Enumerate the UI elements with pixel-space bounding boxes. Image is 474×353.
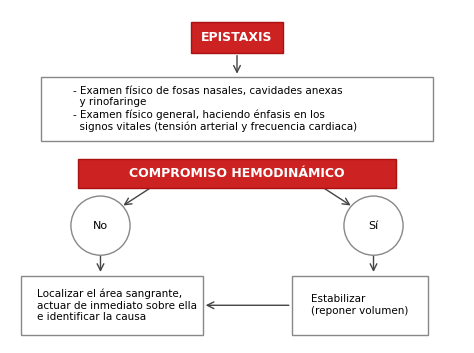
Text: Estabilizar
(reponer volumen): Estabilizar (reponer volumen)	[311, 294, 409, 316]
Text: Sí: Sí	[368, 221, 379, 231]
FancyBboxPatch shape	[191, 22, 283, 53]
Text: COMPROMISO HEMODINÁMICO: COMPROMISO HEMODINÁMICO	[129, 167, 345, 180]
Text: - Examen físico de fosas nasales, cavidades anexas
  y rinofaringe
- Examen físi: - Examen físico de fosas nasales, cavida…	[73, 86, 357, 132]
Ellipse shape	[71, 196, 130, 255]
FancyBboxPatch shape	[41, 77, 433, 141]
Text: EPISTAXIS: EPISTAXIS	[201, 31, 273, 44]
FancyBboxPatch shape	[78, 159, 396, 187]
Text: No: No	[93, 221, 108, 231]
Text: Localizar el área sangrante,
actuar de inmediato sobre ella
e identificar la cau: Localizar el área sangrante, actuar de i…	[37, 288, 197, 322]
FancyBboxPatch shape	[292, 276, 428, 335]
FancyBboxPatch shape	[21, 276, 203, 335]
Ellipse shape	[344, 196, 403, 255]
